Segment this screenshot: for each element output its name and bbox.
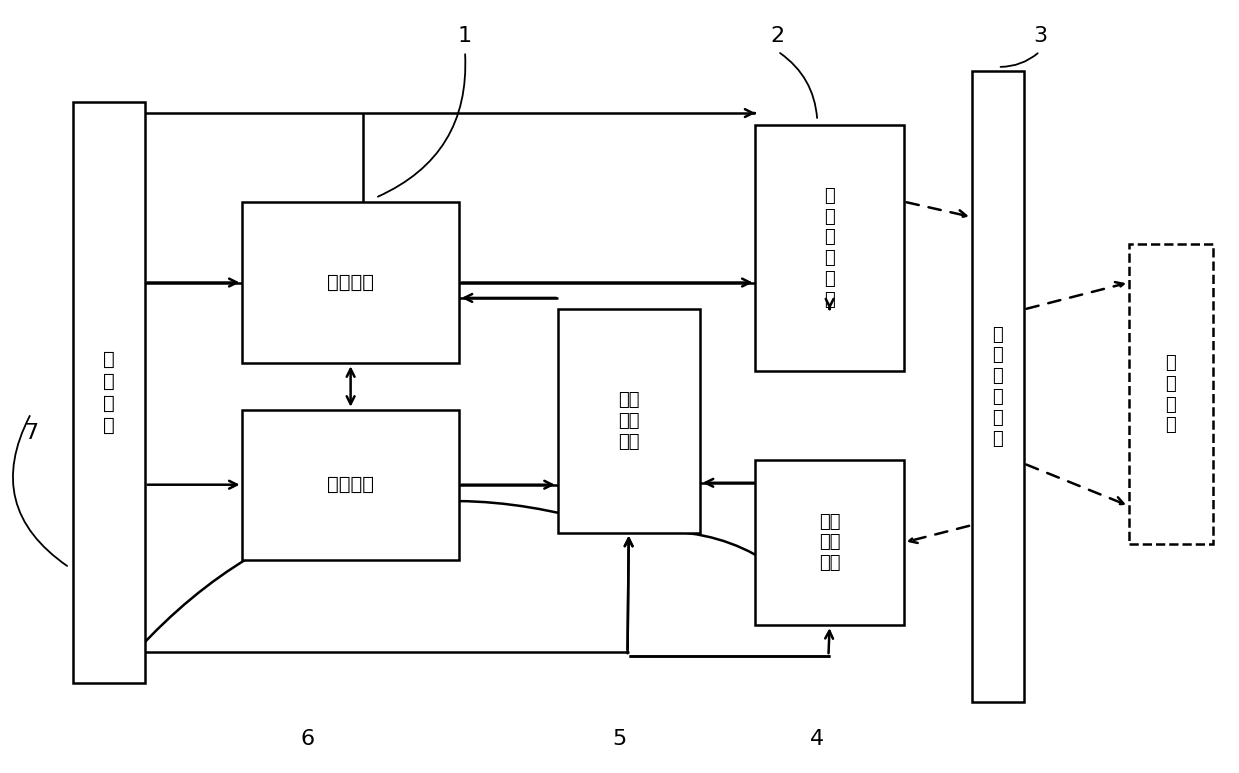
Text: 信号
处理
模块: 信号 处理 模块	[618, 391, 639, 451]
FancyBboxPatch shape	[971, 70, 1023, 703]
Text: 3: 3	[1033, 26, 1047, 46]
Text: 7: 7	[24, 423, 38, 443]
FancyBboxPatch shape	[558, 309, 700, 533]
FancyBboxPatch shape	[243, 410, 458, 560]
FancyBboxPatch shape	[243, 202, 458, 363]
Text: 待
测
目
标: 待 测 目 标	[1166, 354, 1176, 434]
FancyBboxPatch shape	[756, 124, 903, 371]
Text: 电
源
模
块: 电 源 模 块	[103, 349, 115, 434]
Text: 计时模块: 计时模块	[327, 475, 374, 494]
Text: 1: 1	[458, 26, 472, 46]
FancyBboxPatch shape	[1129, 244, 1213, 544]
FancyBboxPatch shape	[756, 460, 903, 625]
FancyBboxPatch shape	[73, 101, 145, 683]
Text: 2: 2	[771, 26, 784, 46]
Text: 光
学
系
统
模
块: 光 学 系 统 模 块	[992, 325, 1004, 448]
Text: 4: 4	[810, 729, 824, 749]
Text: 激
光
发
射
模
块: 激 光 发 射 模 块	[824, 187, 835, 309]
Text: 5: 5	[612, 729, 627, 749]
Text: 激光
接收
模块: 激光 接收 模块	[819, 512, 840, 572]
Text: 控制模块: 控制模块	[327, 273, 374, 292]
Text: 6: 6	[301, 729, 315, 749]
